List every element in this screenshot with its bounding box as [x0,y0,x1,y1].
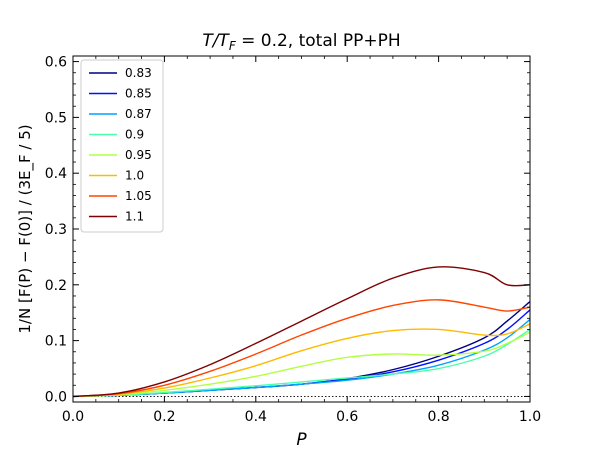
y-tick-label: 0.4 [45,166,67,182]
chart-title-suffix: = 0.2, total PP+PH [236,31,401,51]
series-line-0-95 [73,331,530,398]
legend-label: 1.1 [125,210,144,224]
chart-title-prefix: T/T [202,31,230,51]
x-tick-label: 1.0 [519,409,541,425]
legend-label: 1.05 [125,189,152,203]
legend: 0.83 0.85 0.87 0.9 0.95 1.0 1.05 1.1 [80,59,164,233]
series-line-0-9 [73,328,530,398]
y-tick-label: 0.0 [45,389,67,405]
x-axis-ticks: 0.0 0.2 0.4 0.6 0.8 1.0 [62,56,541,425]
x-tick-label: 0.2 [153,409,175,425]
x-tick-label: 0.0 [62,409,84,425]
y-tick-label: 0.5 [45,110,67,126]
series-line-1-05 [73,299,530,398]
x-tick-label: 0.4 [245,409,267,425]
x-tick-label: 0.8 [427,409,449,425]
x-axis-label: P [296,430,307,450]
y-axis-ticks: 0.0 0.1 0.2 0.3 0.4 0.5 0.6 [45,55,530,405]
series-group [73,266,530,398]
legend-label: 0.87 [125,107,152,121]
legend-label: 0.85 [125,87,152,101]
legend-label: 0.9 [125,128,144,142]
series-line-1-0 [73,323,530,398]
chart-title: T/TF = 0.2, total PP+PH [202,31,400,53]
legend-label: 0.95 [125,148,152,162]
legend-box [80,59,164,233]
series-line-0-87 [73,318,530,398]
x-tick-label: 0.6 [336,409,358,425]
y-tick-label: 0.1 [45,334,67,350]
legend-label: 0.83 [125,66,152,80]
y-tick-label: 0.6 [45,55,67,71]
y-tick-label: 0.3 [45,222,67,238]
y-axis-label: 1/N [F(P) − F(0)] / (3E_F / 5) [16,124,35,333]
series-line-1-1 [73,266,530,398]
legend-label: 1.0 [125,169,144,183]
y-tick-label: 0.2 [45,278,67,294]
chart-title-subscript: F [229,39,237,53]
